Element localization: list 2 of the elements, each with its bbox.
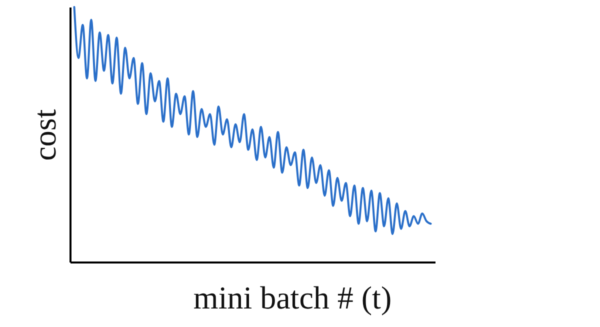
x-axis-title: mini batch # (t) [193, 280, 392, 316]
y-axis-title: cost [26, 109, 62, 161]
